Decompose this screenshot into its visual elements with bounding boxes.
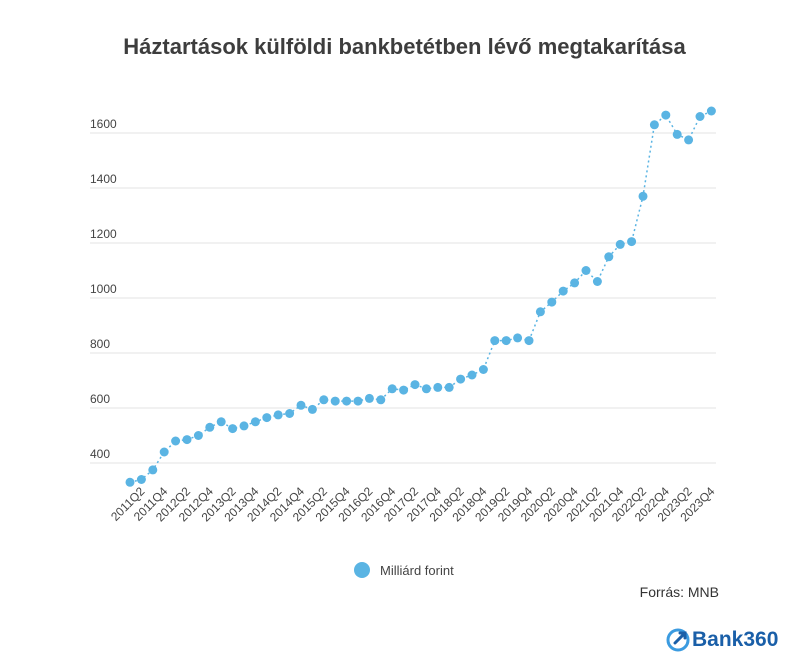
y-tick-label: 600 (90, 392, 110, 406)
grid-lines (90, 132, 716, 464)
data-point[interactable] (296, 400, 306, 410)
data-point[interactable] (387, 384, 397, 394)
data-point[interactable] (193, 431, 203, 440)
data-point[interactable] (250, 417, 260, 427)
data-point[interactable] (262, 413, 272, 423)
data-point[interactable] (456, 374, 466, 384)
data-point[interactable] (592, 277, 602, 286)
data-point[interactable] (535, 307, 545, 317)
data-point[interactable] (421, 384, 431, 394)
y-tick-label: 1600 (90, 117, 117, 131)
data-point[interactable] (604, 252, 614, 262)
data-point[interactable] (695, 112, 705, 121)
series-line (129, 110, 712, 484)
data-point[interactable] (467, 370, 477, 380)
data-point[interactable] (285, 409, 295, 418)
data-point[interactable] (490, 336, 500, 346)
y-tick-label: 800 (90, 337, 110, 351)
data-point[interactable] (205, 422, 215, 432)
y-tick-label: 1000 (90, 282, 117, 296)
data-point[interactable] (330, 396, 340, 406)
source-note: Forrás: MNB (639, 584, 719, 600)
data-point[interactable] (627, 237, 637, 247)
data-point[interactable] (684, 135, 694, 145)
data-point[interactable] (547, 297, 557, 307)
data-point[interactable] (239, 421, 249, 431)
data-point[interactable] (307, 404, 317, 414)
data-point[interactable] (376, 395, 386, 405)
data-point[interactable] (136, 475, 146, 484)
data-point[interactable] (364, 393, 374, 403)
legend-label: Milliárd forint (380, 562, 454, 578)
data-point[interactable] (433, 382, 443, 392)
data-points (125, 106, 716, 487)
bank360-logo-icon (666, 628, 690, 652)
data-point[interactable] (159, 447, 169, 457)
data-point[interactable] (524, 336, 534, 346)
data-point[interactable] (399, 385, 409, 395)
data-point[interactable] (478, 365, 488, 374)
x-axis-ticks: 2011Q22011Q42012Q22012Q42013Q22013Q42014… (108, 484, 718, 524)
bank360-logo: Bank360 (666, 628, 778, 652)
data-point[interactable] (353, 396, 363, 406)
data-point[interactable] (171, 436, 181, 446)
chart-title: Háztartások külföldi bankbetétben lévő m… (123, 34, 686, 59)
legend[interactable]: Milliárd forint (354, 562, 454, 578)
data-point[interactable] (319, 395, 329, 405)
data-point[interactable] (649, 120, 659, 130)
data-point[interactable] (228, 424, 238, 434)
data-point[interactable] (216, 417, 226, 427)
legend-marker (354, 562, 370, 578)
data-point[interactable] (513, 333, 523, 343)
y-tick-label: 1200 (90, 227, 117, 241)
data-point[interactable] (558, 286, 568, 296)
data-point[interactable] (501, 336, 511, 346)
data-point[interactable] (672, 129, 682, 139)
data-point[interactable] (570, 278, 580, 288)
bank360-logo-text: Bank360 (692, 628, 779, 651)
y-tick-label: 1400 (90, 172, 117, 186)
y-axis-ticks: 400 600 800 1000 1200 1400 1600 (90, 117, 117, 461)
data-point[interactable] (148, 465, 158, 475)
data-point[interactable] (615, 239, 625, 249)
data-point[interactable] (444, 382, 454, 392)
data-point[interactable] (273, 410, 283, 420)
y-tick-label: 400 (90, 447, 110, 461)
data-point[interactable] (638, 191, 648, 201)
data-point[interactable] (706, 106, 716, 116)
data-point[interactable] (661, 110, 671, 120)
data-point[interactable] (125, 477, 135, 487)
data-point[interactable] (410, 380, 420, 390)
data-point[interactable] (182, 435, 192, 445)
data-point[interactable] (342, 396, 352, 406)
data-point[interactable] (581, 266, 591, 275)
